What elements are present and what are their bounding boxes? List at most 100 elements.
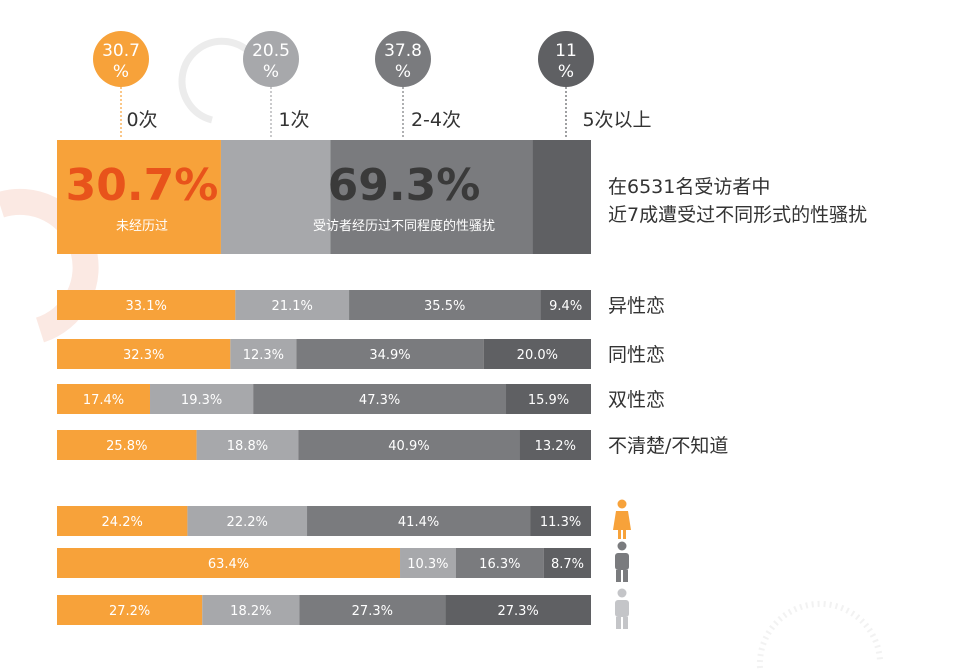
circle-percent-label: % <box>395 62 411 82</box>
orientation-row-segment <box>506 384 591 414</box>
icon-head <box>617 541 627 551</box>
circle-value-label: 37.8 <box>384 41 422 61</box>
big-left-label: 30.7% <box>66 160 219 211</box>
orientation-row-segment <box>253 384 507 414</box>
orientation-row-segment <box>57 339 231 369</box>
value-circle <box>538 31 594 87</box>
gender-row-value-label: 10.3% <box>407 557 448 572</box>
icon-head <box>617 499 627 509</box>
orientation-row-value-label: 35.5% <box>424 299 465 314</box>
gender-row-segment <box>57 548 401 578</box>
note-line-1: 在6531名受访者中 <box>608 176 770 198</box>
orientation-row-value-label: 15.9% <box>528 393 569 408</box>
gender-row-value-label: 27.3% <box>497 604 538 619</box>
category-label: 2-4次 <box>411 109 461 131</box>
orientation-label: 双性恋 <box>608 389 665 411</box>
note-line-2: 近7成遭受过不同形式的性骚扰 <box>608 204 867 226</box>
icon-leg <box>623 570 628 582</box>
orientation-row-segment <box>296 339 484 369</box>
gender-row-value-label: 16.3% <box>479 557 520 572</box>
gender-row-segment <box>445 595 591 625</box>
gender-row-value-label: 18.2% <box>230 604 271 619</box>
category-label: 1次 <box>278 109 309 131</box>
gender-row-segment <box>202 595 300 625</box>
female-icon <box>613 499 631 539</box>
circle-percent-label: % <box>558 62 574 82</box>
orientation-row-segment <box>349 290 541 320</box>
orientation-row-segment <box>196 430 299 460</box>
other-gender-icon <box>615 588 629 629</box>
icon-body <box>615 600 629 617</box>
gender-row-segment <box>307 506 531 536</box>
overall-bar-segment <box>532 140 591 254</box>
orientation-row-segment <box>483 339 591 369</box>
value-circle <box>93 31 149 87</box>
orientation-row-segment <box>150 384 254 414</box>
gender-row-value-label: 24.2% <box>102 515 143 530</box>
gender-row-segment <box>455 548 544 578</box>
circle-percent-label: % <box>113 62 129 82</box>
value-circle <box>243 31 299 87</box>
big-right-label: 69.3% <box>328 160 481 211</box>
category-label: 0次 <box>126 109 157 131</box>
orientation-row-value-label: 32.3% <box>123 348 164 363</box>
male-icon <box>615 541 629 582</box>
overall-bar-segment <box>330 140 533 254</box>
circle-percent-label: % <box>263 62 279 82</box>
orientation-row-value-label: 18.8% <box>227 439 268 454</box>
big-left-sub-label: 未经历过 <box>116 219 168 234</box>
circle-value-label: 11 <box>555 41 577 61</box>
gender-row-segment <box>299 595 446 625</box>
icon-body <box>615 553 629 570</box>
orientation-row-value-label: 34.9% <box>369 348 410 363</box>
orientation-row-value-label: 33.1% <box>126 299 167 314</box>
value-circle <box>375 31 431 87</box>
gender-row-value-label: 27.3% <box>352 604 393 619</box>
icon-body <box>613 511 631 530</box>
gender-row-value-label: 22.2% <box>227 515 268 530</box>
orientation-row-value-label: 9.4% <box>549 299 582 314</box>
gender-row-segment <box>187 506 308 536</box>
orientation-row-value-label: 13.2% <box>535 439 576 454</box>
gender-row-segment <box>543 548 591 578</box>
icon-leg <box>616 570 621 582</box>
circle-value-label: 20.5 <box>252 41 290 61</box>
gender-row-segment <box>530 506 591 536</box>
orientation-row-segment <box>519 430 591 460</box>
icon-leg <box>618 530 621 539</box>
gender-row-value-label: 41.4% <box>398 515 439 530</box>
orientation-row-value-label: 20.0% <box>517 348 558 363</box>
icon-head <box>617 588 627 598</box>
category-label: 5次以上 <box>582 109 651 131</box>
big-right-sub-label: 受访者经历过不同程度的性骚扰 <box>313 218 495 234</box>
icon-leg <box>616 617 621 629</box>
orientation-label: 同性恋 <box>608 344 665 366</box>
orientation-row-value-label: 47.3% <box>359 393 400 408</box>
gender-row-segment <box>57 506 188 536</box>
orientation-row-segment <box>235 290 350 320</box>
decor-arc <box>756 600 883 669</box>
orientation-label: 不清楚/不知道 <box>608 435 728 457</box>
gender-row-segment <box>400 548 456 578</box>
gender-row-value-label: 11.3% <box>540 515 581 530</box>
gender-row-segment <box>57 595 203 625</box>
gender-row-value-label: 27.2% <box>109 604 150 619</box>
orientation-label: 异性恋 <box>608 295 665 317</box>
orientation-row-segment <box>230 339 297 369</box>
orientation-row-segment <box>540 290 591 320</box>
orientation-row-value-label: 12.3% <box>243 348 284 363</box>
overall-bar-segment <box>57 140 221 254</box>
orientation-row-value-label: 19.3% <box>181 393 222 408</box>
orientation-row-segment <box>298 430 520 460</box>
gender-row-value-label: 63.4% <box>208 557 249 572</box>
overall-bar-segment <box>220 140 331 254</box>
gender-row-value-label: 8.7% <box>551 557 584 572</box>
orientation-row-segment <box>57 290 236 320</box>
orientation-row-segment <box>57 384 151 414</box>
orientation-row-value-label: 21.1% <box>272 299 313 314</box>
orientation-row-segment <box>57 430 197 460</box>
orientation-row-value-label: 17.4% <box>83 393 124 408</box>
orientation-row-value-label: 25.8% <box>106 439 147 454</box>
icon-leg <box>623 530 626 539</box>
